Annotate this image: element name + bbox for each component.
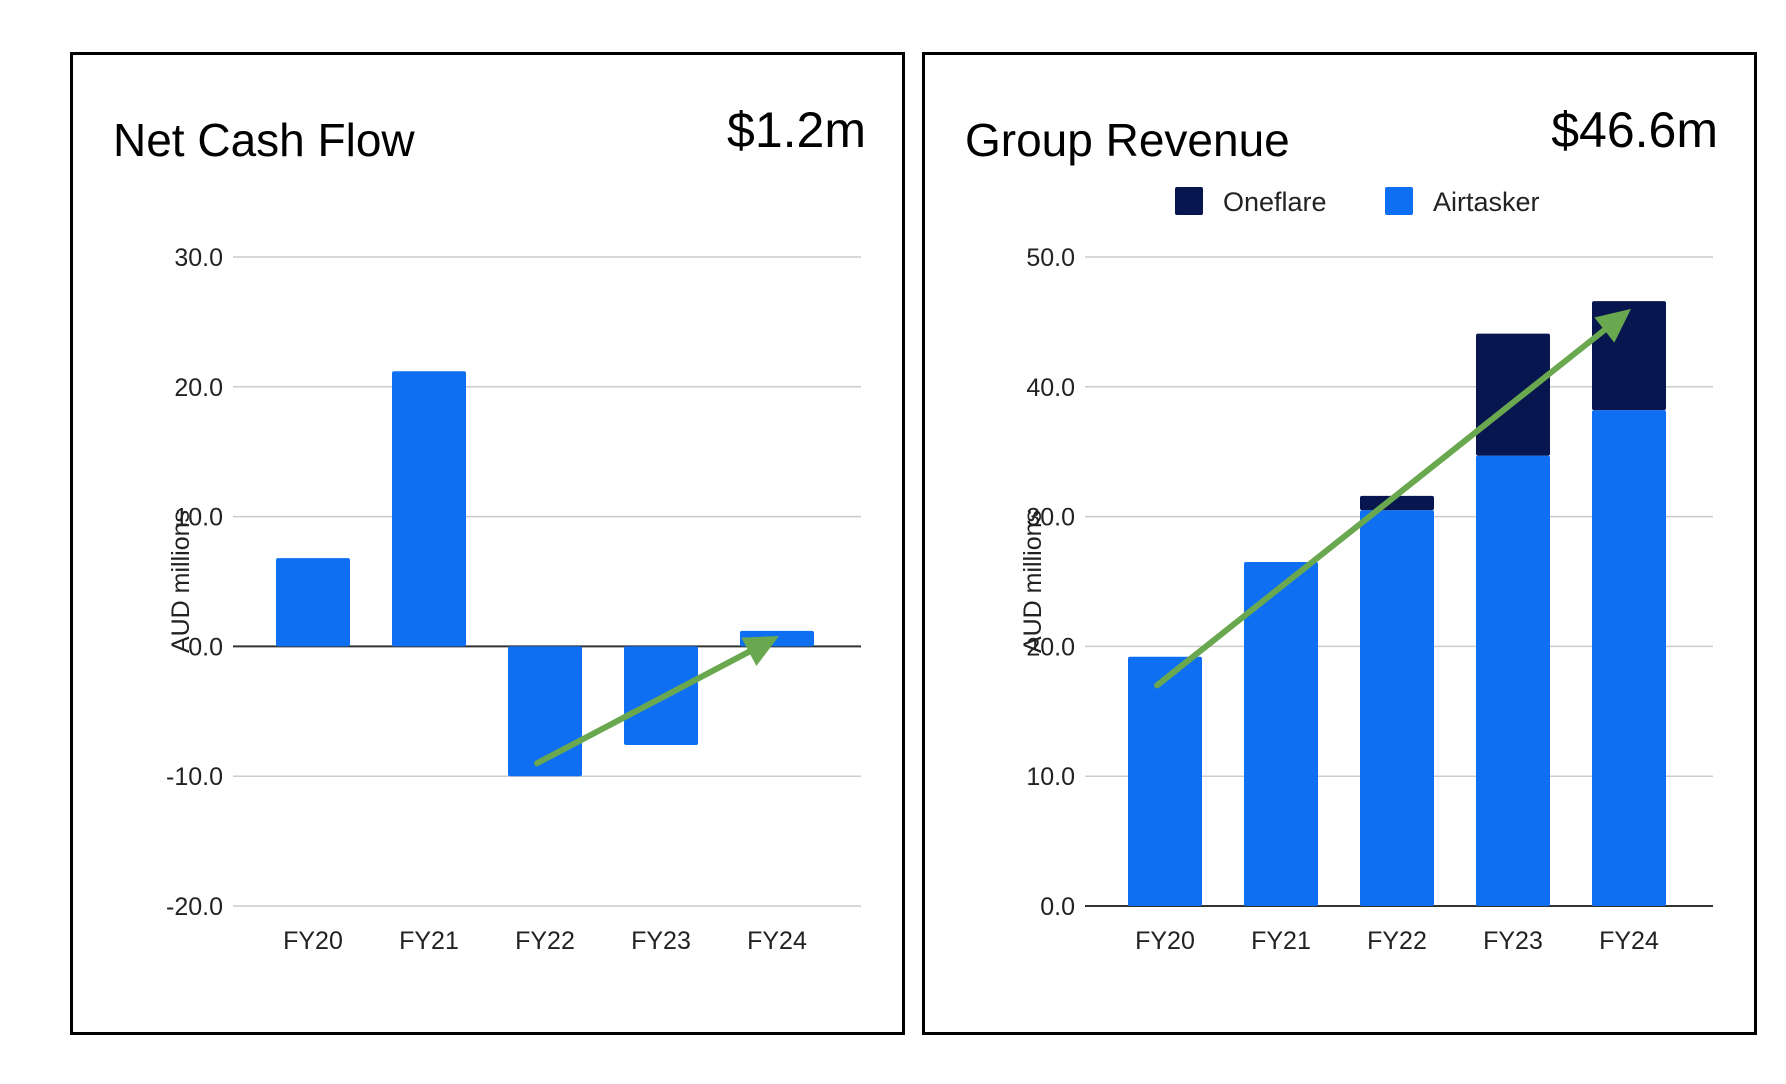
x-tick-label: FY20 <box>1135 927 1195 955</box>
net-cash-flow-panel: Net Cash Flow $1.2m 30.0 20.0 10.0 0.0 -10.0… <box>70 52 905 1035</box>
x-tick-label: FY22 <box>515 927 575 955</box>
legend-swatch-airtasker <box>1385 187 1413 215</box>
trend-arrow-head <box>1594 308 1631 343</box>
x-tick-label: FY21 <box>399 927 459 955</box>
airtasker-bar-fy24 <box>1592 410 1666 906</box>
airtasker-bar-fy22 <box>1360 510 1434 906</box>
x-tick-label: FY20 <box>283 927 343 955</box>
airtasker-bar-fy20 <box>1128 656 1202 906</box>
y-tick-label: 30.0 <box>174 244 223 272</box>
y-tick-label: 20.0 <box>1026 633 1075 661</box>
legend-swatch-oneflare <box>1175 187 1203 215</box>
trend-arrow-shaft <box>534 648 752 767</box>
y-axis-title: AUD millions <box>1019 510 1047 653</box>
chart-title: Net Cash Flow <box>113 114 415 166</box>
chart-title: Group Revenue <box>965 114 1290 166</box>
y-tick-label: 10.0 <box>174 504 223 532</box>
y-tick-label: 0.0 <box>1040 893 1075 921</box>
headline-value: $46.6m <box>1551 102 1718 158</box>
y-tick-label: -20.0 <box>166 893 223 921</box>
y-tick-label: 20.0 <box>174 374 223 402</box>
x-tick-label: FY21 <box>1251 927 1311 955</box>
y-tick-label: 10.0 <box>1026 763 1075 791</box>
x-tick-label: FY23 <box>631 927 691 955</box>
x-tick-label: FY22 <box>1367 927 1427 955</box>
trend-arrow-shaft <box>1154 327 1608 689</box>
group-revenue-panel: Group Revenue $46.6m 50.0 40.0 30.0 20.0 10.… <box>922 52 1757 1035</box>
bar-fy20 <box>276 558 350 647</box>
y-axis-title: AUD millions <box>167 510 195 653</box>
oneflare-bar-fy23 <box>1476 333 1550 456</box>
headline-value: $1.2m <box>727 102 866 158</box>
legend-label-airtasker: Airtasker <box>1433 187 1540 217</box>
x-tick-label: FY23 <box>1483 927 1543 955</box>
y-tick-label: 30.0 <box>1026 504 1075 532</box>
x-tick-label: FY24 <box>747 927 807 955</box>
x-tick-label: FY24 <box>1599 927 1659 955</box>
y-tick-label: 50.0 <box>1026 244 1075 272</box>
legend-label-oneflare: Oneflare <box>1223 187 1327 217</box>
trend-arrow-head <box>741 636 779 666</box>
y-tick-label: 40.0 <box>1026 374 1075 402</box>
airtasker-bar-fy21 <box>1244 562 1318 906</box>
group-revenue-chart: 50.0 40.0 30.0 20.0 10.0 0.0 AUD millions FY20 F… <box>1019 187 1713 955</box>
bar-fy22 <box>508 646 582 777</box>
bar-fy21 <box>392 371 466 647</box>
airtasker-bar-fy23 <box>1476 455 1550 906</box>
net-cash-flow-chart: 30.0 20.0 10.0 0.0 -10.0 -20.0 AUD millions FY2… <box>166 244 861 955</box>
y-tick-label: 0.0 <box>188 633 223 661</box>
y-tick-label: -10.0 <box>166 763 223 791</box>
